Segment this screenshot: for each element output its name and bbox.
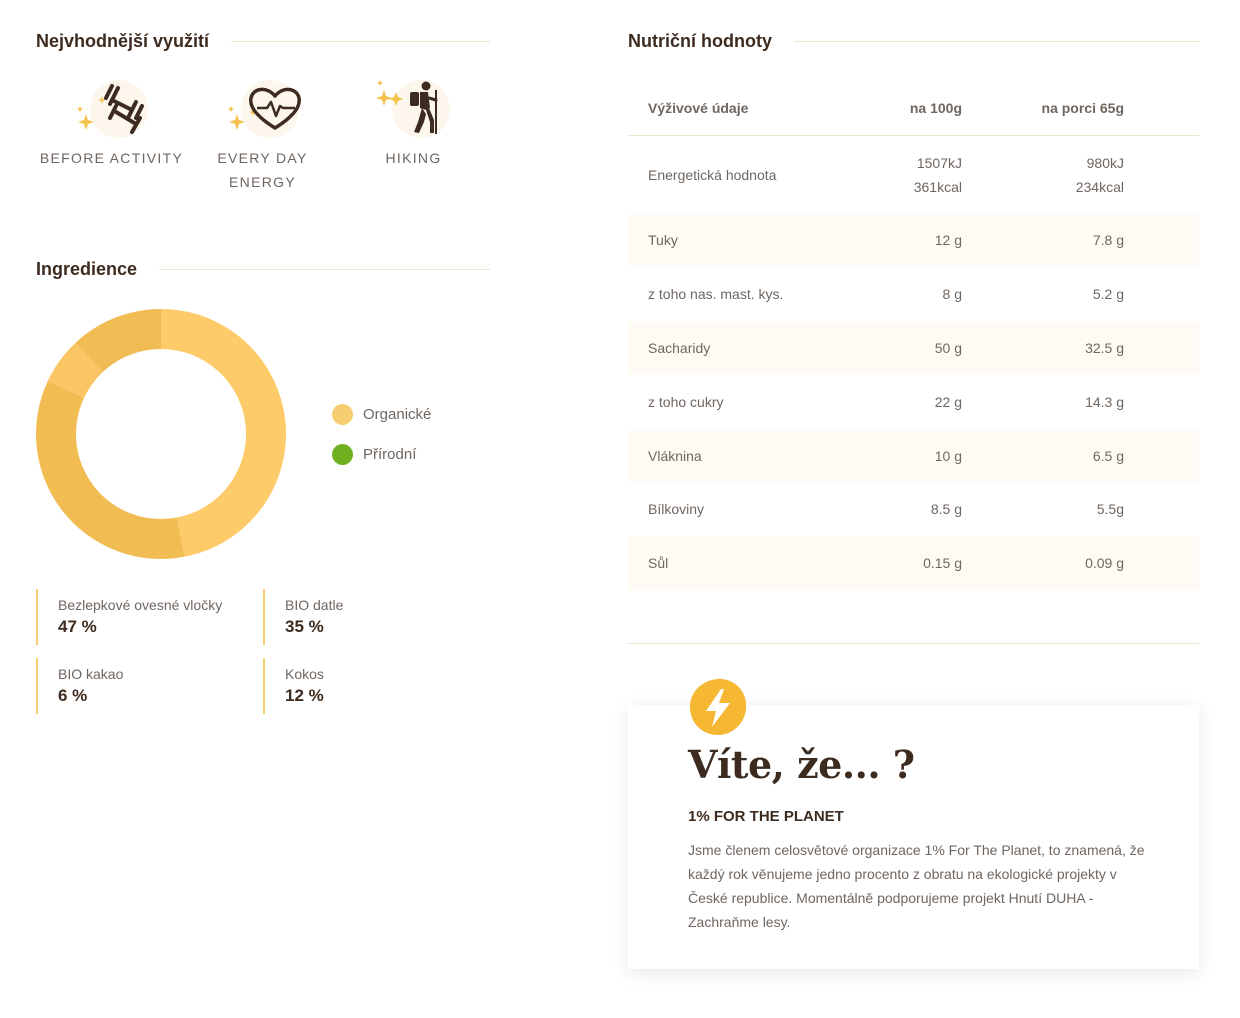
table-row: Sůl 0.15 g 0.09 g — [628, 536, 1199, 590]
table-row: Tuky 12 g 7.8 g — [628, 214, 1199, 266]
row-per100: 50 g — [934, 340, 962, 356]
usage-item-every-day-energy: EVERY DAY ENERGY — [187, 78, 338, 194]
ingredient-name: BIO kakao — [58, 666, 124, 682]
donut-slice-4 — [75, 309, 161, 373]
row-per100: 10 g — [934, 448, 962, 464]
row-per100: 12 g — [934, 232, 962, 248]
legend-item-organic: Organické — [332, 394, 431, 434]
ingredient-stat: Bezlepkové ovesné vločky 47 % — [36, 589, 256, 645]
ingredients-donut-chart — [36, 309, 286, 559]
usage-label: HIKING — [385, 150, 442, 166]
header-per100: na 100g — [909, 99, 962, 116]
ingredient-percent: 12 % — [285, 686, 324, 705]
ingredient-name: BIO datle — [285, 597, 344, 613]
legend-label: Přírodní — [363, 445, 417, 463]
ingredient-percent: 47 % — [58, 617, 97, 636]
row-per100: 0.15 g — [923, 555, 962, 571]
usage-label: BEFORE ACTIVITY — [39, 150, 184, 166]
donut-slice-3 — [47, 342, 103, 398]
row-label: z toho cukry — [648, 394, 724, 410]
dumbbell-icon — [72, 78, 152, 148]
table-row: Energetická hodnota 1507kJ 361kcal 980kJ… — [628, 136, 1199, 214]
table-row: z toho nas. mast. kys. 8 g 5.2 g — [628, 266, 1199, 322]
table-row: Sacharidy 50 g 32.5 g — [628, 322, 1199, 374]
legend-label: Organické — [363, 405, 432, 423]
usage-title-text: Nejvhodnější využití — [36, 30, 210, 51]
legend-dot-organic — [332, 403, 353, 425]
row-label: Bílkoviny — [648, 501, 705, 517]
value-kj: 1507kJ — [916, 155, 962, 171]
chart-legend: Organické Přírodní — [332, 394, 431, 474]
title-divider — [231, 40, 490, 42]
ingredient-name: Kokos — [285, 666, 324, 682]
usage-section-title: Nejvhodnější využití — [36, 30, 490, 52]
value-kcal: 361kcal — [913, 179, 962, 195]
table-row: Bílkoviny 8.5 g 5.5g — [628, 482, 1199, 536]
card-heading: Víte, že... ? — [688, 742, 915, 787]
donut-slice-2 — [36, 380, 185, 559]
table-row: Vláknina 10 g 6.5 g — [628, 430, 1199, 482]
row-label: Sůl — [648, 555, 669, 571]
ingredient-name: Bezlepkové ovesné vločky — [58, 597, 223, 613]
section-divider — [628, 643, 1199, 644]
card-subtitle: 1% FOR THE PLANET — [688, 808, 844, 825]
ingredient-percent: 6 % — [58, 686, 88, 705]
ingredients-section-title: Ingredience — [36, 258, 490, 280]
ingredient-stat: BIO datle 35 % — [263, 589, 483, 645]
value-kcal: 234kcal — [1075, 179, 1124, 195]
row-portion: 980kJ 234kcal — [962, 151, 1124, 199]
nutrition-section-title: Nutriční hodnoty — [628, 30, 1199, 52]
row-portion: 14.3 g — [1085, 394, 1124, 410]
usage-list: BEFORE ACTIVITY EVERY DAY ENERGY — [36, 78, 489, 194]
row-label: Energetická hodnota — [648, 167, 777, 183]
row-portion: 7.8 g — [1092, 232, 1124, 248]
usage-label: EVERY DAY ENERGY — [217, 150, 308, 190]
row-per100: 1507kJ 361kcal — [881, 151, 962, 199]
row-portion: 32.5 g — [1085, 340, 1124, 356]
row-label: Sacharidy — [648, 340, 711, 356]
table-header: Výživové údaje na 100g na porci 65g — [628, 80, 1199, 136]
row-per100: 8.5 g — [930, 501, 962, 517]
usage-item-hiking: HIKING — [338, 78, 489, 194]
row-portion: 5.2 g — [1092, 286, 1124, 302]
nutrition-table: Výživové údaje na 100g na porci 65g Ener… — [628, 80, 1199, 590]
title-divider — [793, 40, 1199, 42]
row-portion: 0.09 g — [1085, 555, 1124, 571]
lightning-icon — [690, 678, 747, 735]
header-label: Výživové údaje — [648, 99, 749, 116]
legend-item-natural: Přírodní — [332, 434, 431, 474]
ingredient-stat: Kokos 12 % — [263, 658, 483, 714]
value-kj: 980kJ — [1086, 155, 1124, 171]
usage-item-before-activity: BEFORE ACTIVITY — [36, 78, 187, 194]
row-portion: 5.5g — [1096, 501, 1124, 517]
table-row: z toho cukry 22 g 14.3 g — [628, 374, 1199, 430]
row-portion: 6.5 g — [1092, 448, 1124, 464]
ingredients-title-text: Ingredience — [36, 258, 138, 279]
donut-slice-1 — [161, 309, 286, 557]
hiker-icon — [374, 78, 454, 148]
legend-dot-natural — [332, 443, 353, 465]
ingredient-percent: 35 % — [285, 617, 324, 636]
row-label: Tuky — [648, 232, 678, 248]
heart-pulse-icon — [223, 78, 303, 148]
row-per100: 8 g — [942, 286, 962, 302]
row-label: Vláknina — [648, 448, 702, 464]
row-label: z toho nas. mast. kys. — [648, 286, 784, 302]
title-divider — [159, 268, 490, 270]
ingredient-stat: BIO kakao 6 % — [36, 658, 256, 714]
card-text: Jsme členem celosvětové organizace 1% Fo… — [688, 842, 1145, 930]
header-portion: na porci 65g — [1041, 99, 1124, 116]
nutrition-title-text: Nutriční hodnoty — [628, 30, 772, 51]
did-you-know-card — [628, 705, 1199, 969]
row-per100: 22 g — [934, 394, 962, 410]
